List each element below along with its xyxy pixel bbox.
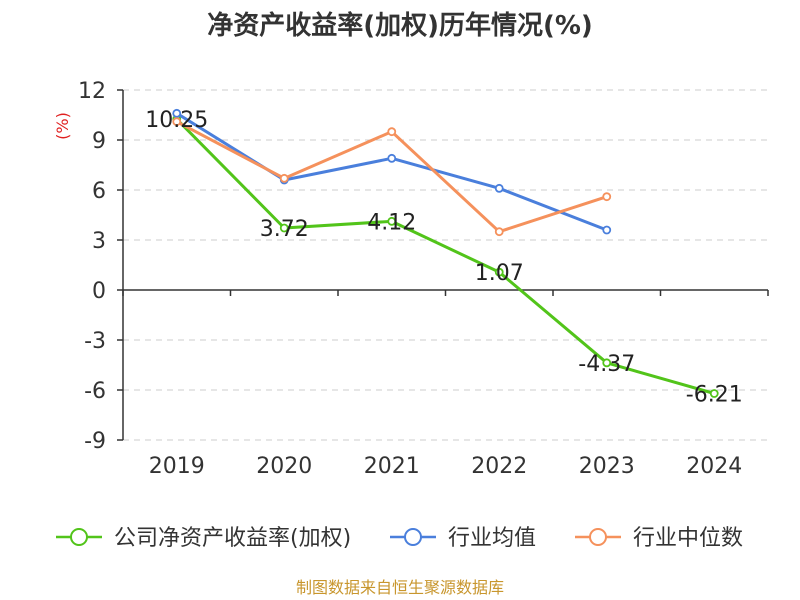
legend-marker — [589, 528, 607, 546]
series-3 — [172, 117, 612, 237]
x-tick-label: 2021 — [364, 454, 420, 479]
x-tick-label: 2019 — [149, 454, 205, 479]
data-point — [602, 225, 612, 235]
y-tick-label: 3 — [92, 229, 106, 254]
data-point — [172, 108, 182, 118]
data-point — [279, 173, 289, 183]
chart-title: 净资产收益率(加权)历年情况(%) — [207, 10, 593, 41]
data-label: 1.07 — [475, 261, 524, 286]
data-label: -6.21 — [686, 383, 743, 408]
data-point — [279, 223, 289, 233]
y-tick-label: 6 — [92, 179, 106, 204]
data-point — [494, 267, 504, 277]
y-tick-label: -9 — [84, 429, 106, 454]
series — [172, 108, 719, 398]
legend-item-1: 公司净资产收益率(加权) — [56, 526, 351, 551]
data-point — [387, 127, 397, 137]
data-point — [387, 216, 397, 226]
x-tick-label: 2024 — [686, 454, 742, 479]
data-label: 3.72 — [260, 217, 309, 242]
series-1 — [172, 114, 719, 398]
y-tick-label: 0 — [92, 279, 106, 304]
legend-item-3: 行业中位数 — [575, 526, 743, 551]
gridlines — [123, 89, 768, 441]
legend-marker — [404, 528, 422, 546]
y-tick-label: -3 — [84, 329, 106, 354]
legend-label: 公司净资产收益率(加权) — [114, 526, 351, 551]
data-point — [709, 389, 719, 398]
legend-item-2: 行业均值 — [390, 526, 536, 551]
legend-label: 行业均值 — [448, 526, 536, 551]
data-point — [387, 153, 397, 163]
legend-label: 行业中位数 — [633, 526, 743, 551]
data-labels: 10.25 3.72 4.12 1.07 -4.37 -6.21 — [145, 108, 742, 407]
y-axis-label: (%) — [53, 112, 72, 140]
data-point — [494, 227, 504, 237]
source-note: 制图数据来自恒生聚源数据库 — [296, 578, 504, 597]
x-tick-label: 2023 — [579, 454, 635, 479]
y-tick-label: 9 — [92, 129, 106, 154]
y-tick-label: 12 — [78, 79, 106, 104]
data-point — [602, 192, 612, 202]
data-point — [494, 183, 504, 193]
x-tick-label: 2022 — [471, 454, 527, 479]
data-label: 10.25 — [145, 108, 208, 133]
axes: 12 9 6 3 0 -3 -6 -9 2019 2020 2021 2022 2023 2024 — [78, 79, 769, 479]
data-label: -4.37 — [578, 352, 635, 377]
data-point — [172, 117, 182, 127]
legend-marker — [70, 528, 88, 546]
legend: 公司净资产收益率(加权) 行业均值 行业中位数 — [56, 526, 743, 551]
x-tick-label: 2020 — [256, 454, 312, 479]
y-tick-label: -6 — [84, 379, 106, 404]
data-label: 4.12 — [367, 210, 416, 235]
series-line — [175, 118, 715, 395]
data-point — [602, 358, 612, 368]
